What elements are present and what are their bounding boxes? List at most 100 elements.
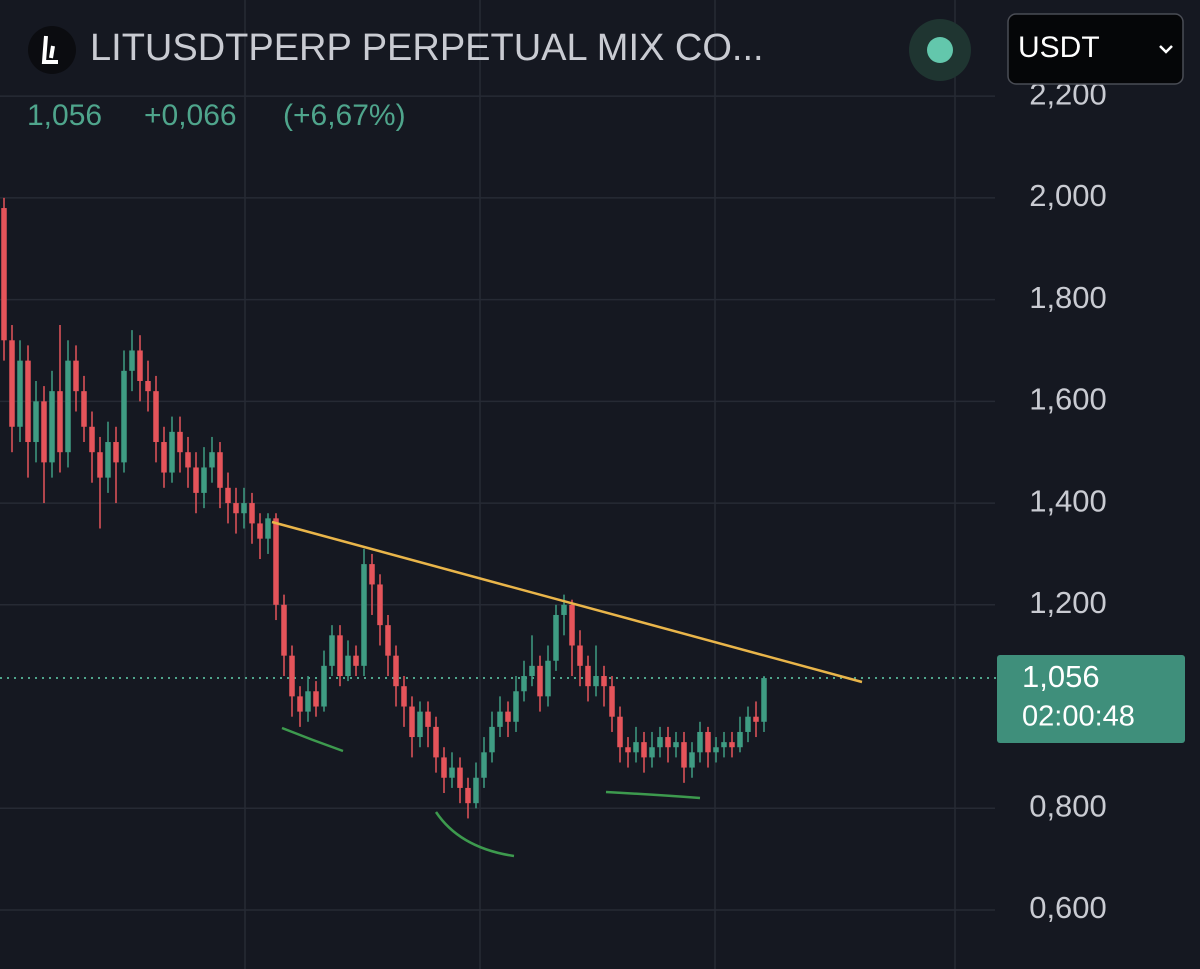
candle-body: [513, 691, 519, 722]
candle-body: [1, 208, 7, 341]
dropdown-arrow: [1159, 45, 1173, 54]
candle-body: [41, 401, 47, 463]
candle-body: [273, 518, 279, 605]
candle-body: [337, 635, 343, 677]
candle-body: [601, 676, 607, 687]
candle-body: [673, 742, 679, 748]
candle-body: [561, 604, 567, 615]
candle-body: [289, 655, 295, 697]
candle-body: [305, 691, 311, 712]
candle-body: [681, 742, 687, 768]
grid: [0, 95, 997, 911]
candle-body: [97, 452, 103, 478]
candle-body: [113, 442, 119, 463]
candle-body: [497, 711, 503, 727]
candle-body: [201, 467, 207, 493]
y-tick-label: 1,200: [1029, 585, 1107, 620]
candle-body: [585, 665, 591, 687]
candle-body: [265, 518, 271, 539]
candle-body: [217, 452, 223, 488]
candles: [1, 197, 767, 819]
header: LITUSDTPERP PERPETUAL MIX CO... USDT 1,0…: [27, 13, 1184, 132]
candle-body: [225, 487, 231, 504]
candle-body: [177, 431, 183, 453]
candle-body: [121, 370, 127, 463]
candle-body: [473, 777, 479, 804]
y-tick-label: 1,400: [1029, 483, 1107, 518]
candle-body: [297, 696, 303, 712]
candle-body: [393, 655, 399, 687]
candle-body: [449, 767, 455, 778]
candle-body: [753, 716, 759, 722]
currency-label: USDT: [1018, 31, 1100, 64]
header-change-pct: (+6,67%): [283, 99, 406, 132]
candle-body: [545, 660, 551, 697]
candle-body: [761, 678, 767, 722]
candle-body: [593, 676, 599, 687]
y-tick-label: 0,600: [1029, 890, 1107, 925]
candle-body: [705, 731, 711, 753]
y-tick-label: 0,800: [1029, 788, 1107, 823]
candle-body: [137, 350, 143, 381]
candle-body: [417, 711, 423, 738]
candle-body: [697, 731, 703, 753]
candle-body: [409, 706, 415, 738]
candle-body: [481, 752, 487, 778]
candle-body: [577, 645, 583, 666]
candle-body: [17, 360, 23, 427]
candle-body: [537, 665, 543, 697]
candle-body: [649, 747, 655, 758]
candle-body: [57, 391, 63, 453]
trend-line: [271, 520, 863, 684]
candle-body: [721, 742, 727, 748]
status-dot[interactable]: [927, 37, 953, 63]
candle-body: [369, 564, 375, 585]
candle-body: [241, 503, 247, 514]
candle-body: [457, 767, 463, 788]
candle-body: [633, 742, 639, 753]
candle-body: [105, 442, 111, 478]
candle-body: [281, 604, 287, 656]
candle-body: [505, 711, 511, 722]
candle-body: [657, 737, 663, 748]
candle-body: [353, 655, 359, 666]
countdown: 02:00:48: [1022, 701, 1135, 733]
candle-body: [433, 726, 439, 758]
currency-select[interactable]: [1007, 13, 1184, 85]
candle-body: [329, 635, 335, 666]
candle-body: [345, 655, 351, 677]
candle-body: [153, 391, 159, 443]
support-arc: [605, 790, 701, 800]
candle-body: [49, 391, 55, 463]
candle-body: [321, 665, 327, 707]
support-arc: [434, 811, 515, 858]
candle-body: [65, 360, 71, 453]
y-tick-label: 2,000: [1029, 178, 1107, 213]
candle-body: [161, 442, 167, 473]
symbol-title: LITUSDTPERP PERPETUAL MIX CO...: [90, 27, 764, 69]
candle-body: [425, 711, 431, 727]
candle-body: [81, 391, 87, 427]
candle-body: [33, 401, 39, 443]
candle-body: [385, 625, 391, 656]
candle-body: [569, 604, 575, 646]
candle-body: [209, 452, 215, 468]
candle-body: [441, 757, 447, 778]
badge-bg: [997, 655, 1185, 743]
candle-body: [377, 584, 383, 626]
candle-body: [169, 431, 175, 473]
candle-body: [617, 716, 623, 748]
logo-mark: [41, 35, 58, 64]
price-badge: 1,056 02:00:48: [997, 655, 1185, 743]
drawings: [271, 520, 863, 858]
candle-body: [25, 360, 31, 443]
candle-body: [145, 380, 151, 392]
support-arc: [281, 726, 344, 753]
candle-body: [665, 737, 671, 748]
candle-body: [713, 747, 719, 753]
candle-body: [193, 467, 199, 493]
candle-body: [129, 350, 135, 371]
